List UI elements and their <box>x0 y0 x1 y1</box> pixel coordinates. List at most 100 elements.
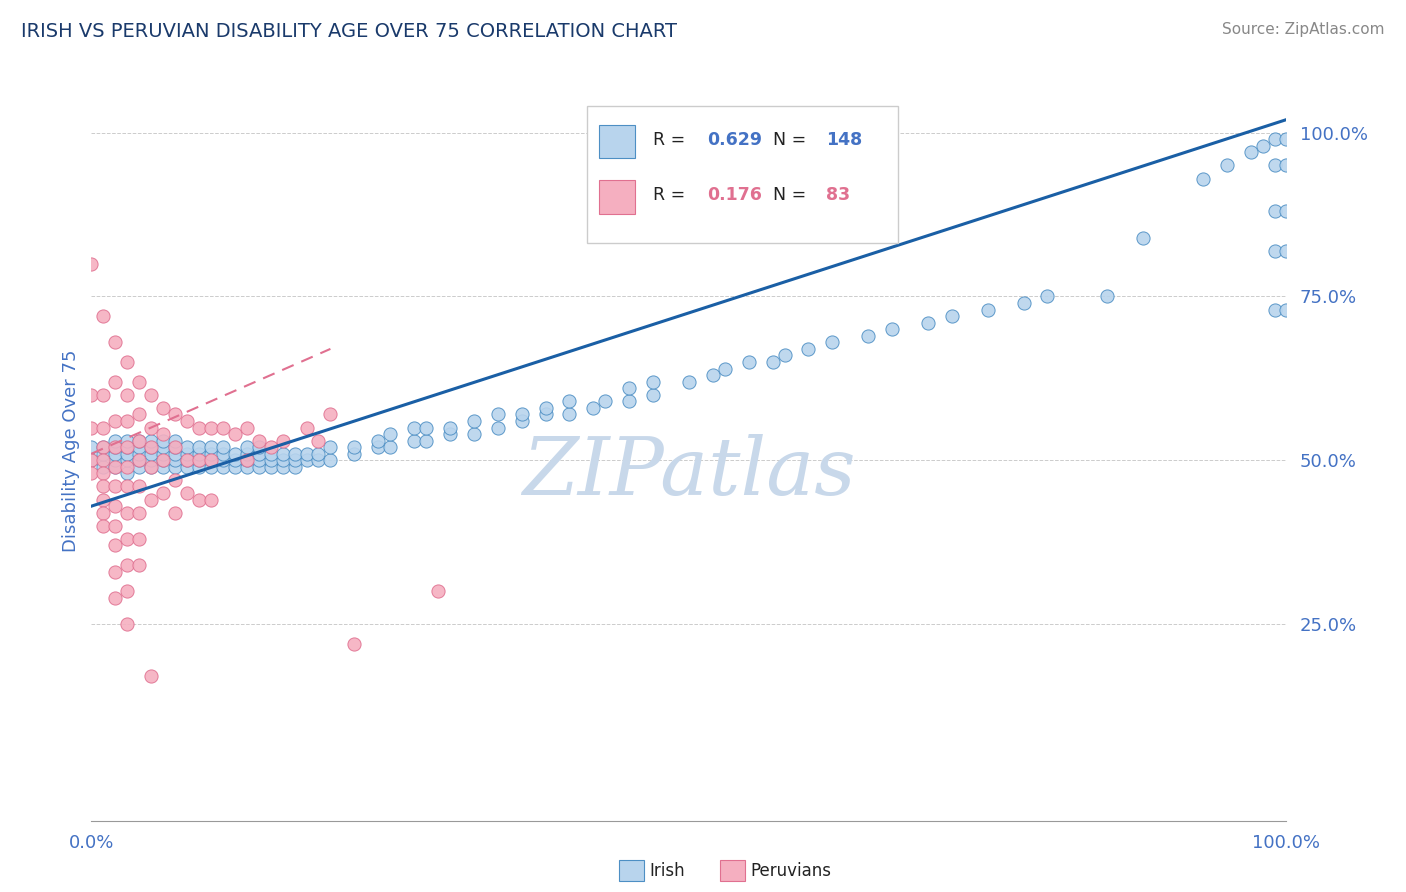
Point <box>163 440 186 454</box>
Point <box>1240 145 1263 160</box>
Point <box>176 447 198 461</box>
Point <box>152 434 174 448</box>
Point <box>104 539 127 553</box>
Point <box>1036 289 1059 303</box>
Point <box>80 440 103 454</box>
Point <box>93 447 114 461</box>
Point <box>1275 302 1298 317</box>
Point <box>1012 296 1035 310</box>
Point <box>678 375 700 389</box>
Point <box>141 388 162 402</box>
Point <box>235 453 259 467</box>
Point <box>307 447 329 461</box>
Point <box>128 506 150 520</box>
Point <box>235 420 259 434</box>
Point <box>128 447 150 461</box>
Text: R =: R = <box>652 186 690 204</box>
Point <box>187 440 211 454</box>
Point <box>1264 302 1286 317</box>
Point <box>619 394 641 409</box>
Point <box>104 440 127 454</box>
Point <box>235 440 259 454</box>
Point <box>187 492 211 507</box>
Point <box>104 440 127 454</box>
Point <box>200 447 222 461</box>
Point <box>115 506 138 520</box>
Point <box>211 453 233 467</box>
Point <box>284 447 307 461</box>
Point <box>141 440 162 454</box>
Point <box>104 434 127 448</box>
Point <box>80 453 103 467</box>
Text: 83: 83 <box>827 186 851 204</box>
Point <box>235 459 259 474</box>
Point <box>93 440 114 454</box>
Text: N =: N = <box>772 186 811 204</box>
Point <box>163 506 186 520</box>
Point <box>200 492 222 507</box>
Text: Irish: Irish <box>650 863 685 880</box>
Bar <box>599 180 636 213</box>
Point <box>486 420 509 434</box>
Text: Source: ZipAtlas.com: Source: ZipAtlas.com <box>1222 22 1385 37</box>
Point <box>343 440 366 454</box>
Point <box>211 459 233 474</box>
Point <box>200 440 222 454</box>
Point <box>247 440 270 454</box>
Point <box>93 420 114 434</box>
Point <box>187 453 211 467</box>
Point <box>115 453 138 467</box>
Point <box>534 401 557 415</box>
Point <box>295 420 318 434</box>
Point <box>510 414 533 428</box>
Point <box>941 309 963 323</box>
Point <box>1192 171 1215 186</box>
Point <box>115 388 138 402</box>
Point <box>271 459 294 474</box>
Point <box>319 453 342 467</box>
Point <box>200 420 222 434</box>
Point <box>426 584 449 599</box>
Point <box>343 447 366 461</box>
Point <box>1264 132 1286 146</box>
Point <box>176 453 198 467</box>
Point <box>271 434 294 448</box>
Y-axis label: Disability Age Over 75: Disability Age Over 75 <box>62 349 80 552</box>
Point <box>80 388 103 402</box>
Point <box>115 584 138 599</box>
Point <box>259 459 281 474</box>
Point <box>80 420 103 434</box>
Point <box>93 309 114 323</box>
Point <box>128 453 150 467</box>
Point <box>259 447 281 461</box>
Point <box>128 375 150 389</box>
Text: 148: 148 <box>827 130 863 148</box>
Point <box>1251 138 1274 153</box>
Point <box>93 492 114 507</box>
Point <box>247 434 270 448</box>
Point <box>104 565 127 579</box>
Point <box>176 486 198 500</box>
Point <box>115 355 138 369</box>
Point <box>415 420 437 434</box>
Point <box>187 447 211 461</box>
Point <box>295 453 318 467</box>
Point <box>128 558 150 573</box>
Point <box>152 453 174 467</box>
Point <box>163 434 186 448</box>
Point <box>235 447 259 461</box>
Point <box>104 459 127 474</box>
Point <box>115 532 138 546</box>
Point <box>152 486 174 500</box>
Point <box>152 459 174 474</box>
Point <box>104 447 127 461</box>
Point <box>200 459 222 474</box>
Point <box>93 506 114 520</box>
Point <box>141 434 162 448</box>
Point <box>152 447 174 461</box>
Point <box>284 453 307 467</box>
Point <box>115 617 138 632</box>
Point <box>128 440 150 454</box>
Point <box>152 427 174 442</box>
Point <box>187 420 211 434</box>
